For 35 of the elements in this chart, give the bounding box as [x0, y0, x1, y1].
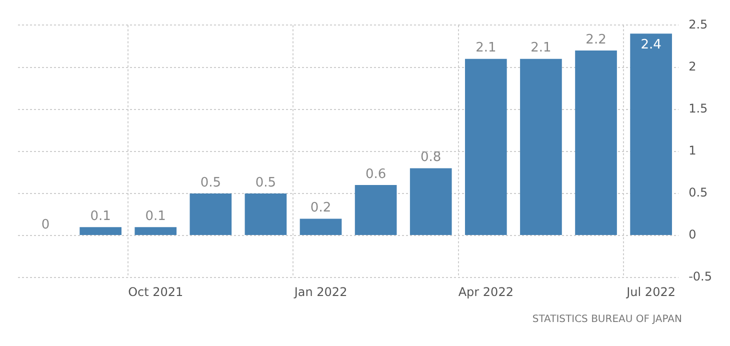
- bar: [520, 58, 562, 236]
- bar: [244, 193, 287, 236]
- data-label: 0.6: [365, 166, 386, 182]
- bar: [300, 218, 342, 236]
- bar: [134, 227, 177, 236]
- data-label: 2.1: [530, 40, 552, 56]
- data-label: 0: [41, 217, 50, 232]
- y-tick-label: 0: [688, 228, 696, 242]
- bar: [354, 185, 397, 236]
- y-tick-label: -0.5: [688, 270, 712, 284]
- x-tick-label: Apr 2022: [458, 284, 514, 299]
- data-label: 2.2: [586, 32, 606, 48]
- x-tick-label: Jan 2022: [293, 284, 348, 299]
- y-tick-label: 1: [688, 144, 696, 158]
- text: STATISTICS BUREAU OF JAPAN: [531, 314, 683, 325]
- y-tick-label: 1.5: [688, 101, 708, 116]
- bar: [630, 34, 672, 236]
- data-label: 0.5: [255, 175, 276, 190]
- data-label: 0.1: [90, 208, 111, 224]
- data-label: 2.4: [640, 37, 662, 52]
- x-tick-label: Jul 2022: [626, 284, 676, 299]
- bar: [190, 193, 232, 236]
- y-tick-label: 2.5: [688, 17, 708, 32]
- bar: [464, 58, 507, 236]
- bar: [410, 168, 452, 236]
- data-label: 0.8: [420, 150, 442, 166]
- data-label: 2.1: [476, 40, 496, 56]
- bar: [80, 227, 122, 236]
- data-label: 0.2: [310, 200, 332, 216]
- data-label: 0.1: [145, 208, 166, 224]
- y-tick-label: 0.5: [688, 186, 708, 200]
- y-tick-label: 2: [688, 59, 696, 74]
- data-label: 0.5: [200, 175, 222, 190]
- bar: [575, 50, 617, 236]
- x-tick-label: Oct 2021: [128, 284, 184, 299]
